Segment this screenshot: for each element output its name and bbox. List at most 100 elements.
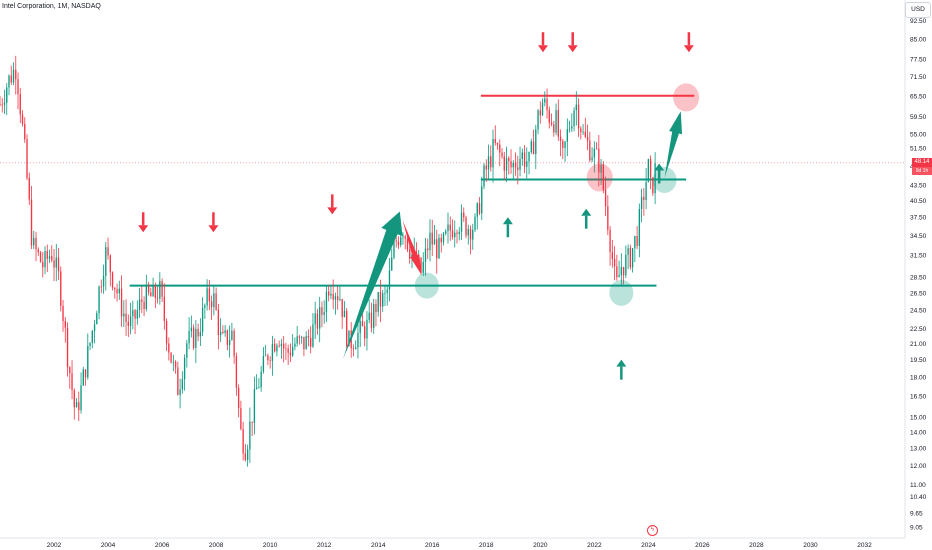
up-arrow-marker: [654, 163, 665, 184]
arrow-head: [616, 359, 627, 367]
candlestick-series[interactable]: [0, 55, 656, 467]
candle-body: [316, 313, 319, 329]
candle-body: [330, 293, 332, 296]
candle-body: [593, 148, 596, 158]
candle-body: [197, 328, 199, 337]
candle-body: [152, 285, 154, 297]
candle-body: [69, 367, 71, 374]
currency-selector[interactable]: USD: [905, 2, 931, 18]
candle-body: [6, 87, 8, 103]
resistance-highlight-circle: [673, 83, 700, 112]
candle-body: [168, 343, 170, 353]
candle-body: [375, 303, 377, 312]
candle-body: [305, 336, 307, 350]
candle-body: [328, 291, 330, 296]
candle-body: [116, 289, 118, 294]
price-tick-label: 51.50: [910, 146, 927, 153]
candle-body: [577, 104, 580, 129]
candle-body: [638, 209, 641, 246]
candle-body: [217, 309, 220, 336]
candle-body: [539, 110, 541, 116]
candle-body: [280, 343, 283, 347]
candle-body: [42, 261, 44, 268]
candle-body: [582, 131, 584, 133]
candle-body: [402, 236, 404, 238]
resistance-highlight-circle: [586, 163, 613, 192]
candle-body: [460, 212, 463, 232]
lightning-icon[interactable]: ϟ: [647, 525, 658, 536]
candle-body: [226, 330, 229, 345]
candle-body: [307, 336, 310, 338]
last-price-badge: 48.14: [912, 158, 932, 167]
time-tick-label: 2026: [695, 542, 710, 549]
candle-body: [222, 331, 224, 333]
candle-body: [314, 313, 316, 325]
price-tick-label: 28.50: [910, 275, 927, 282]
candle-body: [219, 331, 222, 336]
time-tick-label: 2022: [587, 542, 602, 549]
up-arrow-marker: [502, 217, 513, 238]
candle-body: [100, 286, 102, 288]
arrow-head: [138, 225, 149, 233]
candle-body: [555, 110, 557, 133]
candle-body: [294, 343, 296, 347]
candle-body: [237, 387, 240, 409]
candle-body: [73, 390, 75, 408]
candle-body: [571, 126, 573, 129]
candle-body: [260, 371, 262, 388]
candle-body: [528, 151, 530, 162]
time-axis[interactable]: 2002 2004 2006 2008 2010 2012 2014 2016 2018 2020…: [47, 542, 872, 549]
candle-body: [174, 361, 177, 368]
candle-body: [269, 360, 271, 361]
candle-body: [355, 347, 357, 350]
price-tick-label: 85.00: [910, 36, 927, 43]
price-tick-label: 19.50: [910, 357, 927, 364]
candle-body: [523, 152, 526, 167]
down-arrow-marker: [208, 212, 219, 233]
price-tick-label: 9.65: [910, 510, 923, 517]
candle-body: [309, 337, 312, 347]
candle-body: [472, 229, 474, 240]
candle-body: [384, 292, 386, 294]
chart-title: Intel Corporation, 1M, NASDAQ: [2, 3, 101, 10]
time-tick-label: 2014: [371, 542, 386, 549]
time-tick-label: 2030: [803, 542, 818, 549]
candle-body: [33, 237, 35, 246]
candle-body: [134, 310, 136, 319]
candle-body: [564, 141, 566, 148]
candle-body: [136, 310, 139, 319]
candle-body: [1, 104, 3, 106]
candle-body: [66, 327, 69, 368]
candle-body: [62, 305, 64, 322]
candle-body: [629, 248, 632, 268]
candle-body: [96, 313, 98, 325]
candle-body: [258, 387, 260, 389]
candle-body: [469, 228, 472, 240]
candle-body: [652, 177, 654, 194]
candle-body: [206, 288, 208, 306]
candle-body: [496, 142, 499, 145]
candle-body: [332, 293, 334, 300]
candle-body: [224, 330, 226, 333]
candle-body: [267, 355, 269, 361]
candle-body: [584, 131, 586, 137]
candle-body: [352, 348, 355, 350]
candle-body: [546, 98, 548, 111]
candle-body: [154, 285, 157, 298]
candle-body: [379, 291, 382, 307]
candle-body: [91, 330, 93, 343]
candle-body: [512, 162, 514, 168]
support-highlight-circle: [609, 279, 634, 306]
price-tick-label: 9.05: [910, 524, 923, 531]
candle-body: [282, 343, 285, 349]
price-tick-label: 43.50: [910, 182, 927, 189]
candle-body: [289, 352, 292, 356]
time-tick-label: 2032: [857, 542, 872, 549]
price-axis[interactable]: 92.50 85.00 77.50 71.50 65.50 59.50 55.00 51.50…: [910, 18, 927, 531]
candle-body: [490, 156, 492, 168]
candle-body: [649, 159, 652, 178]
price-tick-label: 21.00: [910, 341, 927, 348]
candle-body: [548, 110, 550, 123]
candle-body: [505, 158, 508, 171]
